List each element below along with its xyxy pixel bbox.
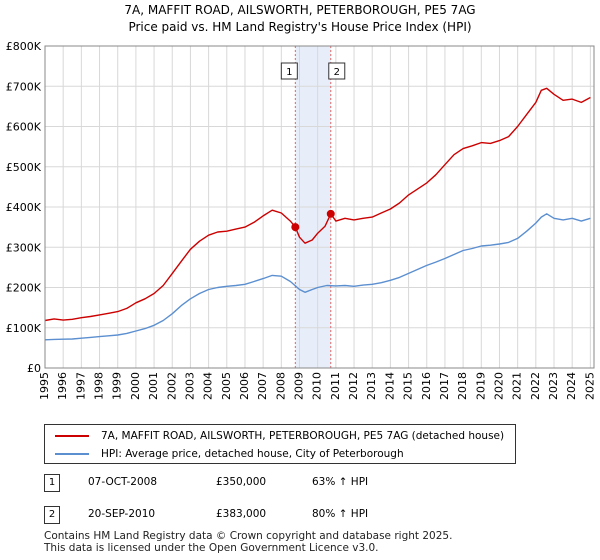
legend-label-property: 7A, MAFFIT ROAD, AILSWORTH, PETERBOROUGH… (101, 430, 505, 442)
x-tick-label: 2004 (202, 372, 215, 400)
chart-subtitle: Price paid vs. HM Land Registry's House … (128, 20, 471, 34)
x-tick-label: 2006 (238, 372, 251, 400)
x-tick-label: 1996 (56, 372, 69, 400)
y-tick-label: £700K (6, 80, 42, 93)
x-tick-label: 2021 (511, 372, 524, 400)
x-tick-label: 2018 (456, 372, 469, 400)
sale-date: 07-OCT-2008 (88, 476, 157, 488)
x-tick-label: 2016 (420, 372, 433, 400)
x-tick-label: 1997 (74, 372, 87, 400)
sale-label-box (280, 62, 298, 80)
y-tick-label: £800K (6, 40, 42, 53)
x-tick-label: 2015 (402, 372, 415, 400)
sale-row: 2 20-SEP-2010 £383,000 80% ↑ HPI (44, 506, 544, 526)
x-tick-label: 1995 (38, 372, 51, 400)
x-tick-label: 2007 (256, 372, 269, 400)
x-tick-label: 2005 (220, 372, 233, 400)
plot-border (44, 45, 595, 369)
x-tick-label: 2023 (547, 372, 560, 400)
legend: 7A, MAFFIT ROAD, AILSWORTH, PETERBOROUGH… (44, 424, 516, 464)
sale-row: 1 07-OCT-2008 £350,000 63% ↑ HPI (44, 474, 544, 494)
x-tick-label: 1998 (93, 372, 106, 400)
hpi-line (44, 213, 591, 341)
x-tick-label: 2010 (311, 372, 324, 400)
y-tick-label: £300K (6, 241, 42, 254)
sale-price: £383,000 (216, 508, 267, 520)
sale-label-text: 2 (334, 67, 340, 78)
sale-price: £350,000 (216, 476, 267, 488)
legend-item-property: 7A, MAFFIT ROAD, AILSWORTH, PETERBOROUGH… (55, 427, 504, 445)
x-tick-label: 2024 (565, 372, 578, 400)
x-tick-label: 2017 (438, 372, 451, 400)
x-tick-label: 2014 (383, 372, 396, 400)
x-tick-label: 2001 (147, 372, 160, 400)
x-tick-label: 1999 (111, 372, 124, 400)
legend-swatch-property (55, 435, 89, 437)
y-tick-label: £0 (27, 362, 41, 375)
x-tick-label: 2003 (183, 372, 196, 400)
sale-number-badge: 1 (44, 474, 60, 492)
sale-point (291, 223, 300, 232)
x-tick-label: 2020 (492, 372, 505, 400)
legend-swatch-hpi (55, 453, 89, 455)
price-chart: 7A, MAFFIT ROAD, AILSWORTH, PETERBOROUGH… (6, 3, 597, 400)
sale-label-text: 1 (286, 67, 292, 78)
footer-licence: This data is licensed under the Open Gov… (44, 542, 379, 554)
sale-point (326, 209, 335, 218)
x-tick-label: 2019 (474, 372, 487, 400)
y-tick-label: £100K (6, 322, 42, 335)
property-price-line (44, 87, 591, 322)
x-tick-label: 2002 (165, 372, 178, 400)
x-tick-label: 2022 (529, 372, 542, 400)
legend-label-hpi: HPI: Average price, detached house, City… (101, 448, 404, 460)
y-tick-label: £400K (6, 201, 42, 214)
sale-hpi-change: 80% ↑ HPI (312, 508, 369, 520)
x-tick-label: 2013 (365, 372, 378, 400)
legend-item-hpi: HPI: Average price, detached house, City… (55, 445, 404, 463)
sale-number-badge: 2 (44, 506, 60, 524)
sale-hpi-change: 63% ↑ HPI (312, 476, 369, 488)
x-tick-label: 2008 (274, 372, 287, 400)
x-tick-label: 2011 (329, 372, 342, 400)
x-tick-label: 2012 (347, 372, 360, 400)
x-tick-label: 2000 (129, 372, 142, 400)
sale-label-box (328, 62, 346, 80)
sale-date: 20-SEP-2010 (88, 508, 156, 520)
y-tick-label: £500K (6, 161, 42, 174)
y-tick-label: £600K (6, 121, 42, 134)
y-tick-label: £200K (6, 282, 42, 295)
footer-copyright: Contains HM Land Registry data © Crown c… (44, 530, 453, 542)
x-tick-label: 2025 (583, 372, 596, 400)
chart-title: 7A, MAFFIT ROAD, AILSWORTH, PETERBOROUGH… (124, 3, 475, 17)
x-tick-label: 2009 (293, 372, 306, 400)
footer: Contains HM Land Registry data © Crown c… (44, 530, 452, 554)
